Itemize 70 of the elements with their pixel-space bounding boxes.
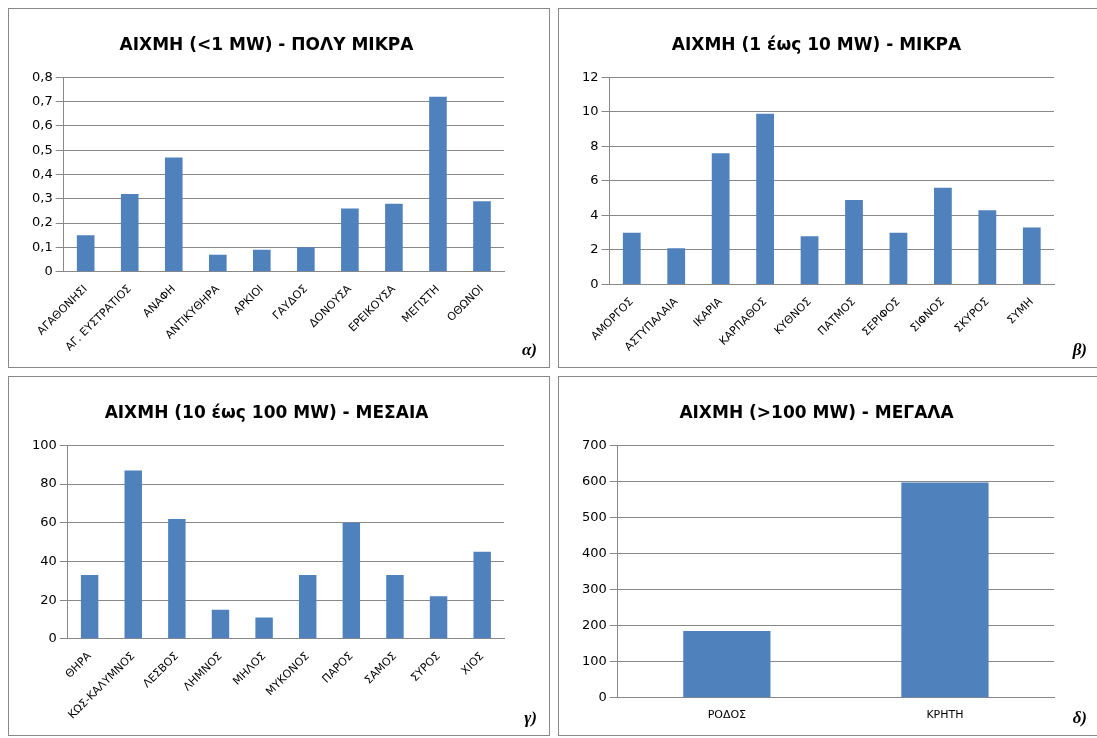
y-tick-label: 0,6 — [31, 117, 53, 133]
y-tick-label: 0 — [44, 263, 53, 279]
bar — [255, 617, 273, 639]
y-tick-label: 600 — [581, 472, 607, 488]
x-tick-label: ΚΡΗΤΗ — [926, 708, 964, 722]
bar — [298, 575, 317, 639]
bar — [711, 153, 730, 284]
bar — [756, 113, 774, 284]
y-tick-label: 0,8 — [31, 68, 53, 84]
bar — [164, 157, 183, 272]
y-tick-label: 500 — [581, 508, 607, 524]
y-tick-label: 4 — [590, 206, 599, 222]
y-tick-label: 0 — [598, 689, 607, 705]
y-tick-label: 0,7 — [31, 93, 53, 109]
chart-title: ΑΙΧΜΗ (1 έως 10 MW) - ΜΙΚΡΑ — [671, 33, 963, 54]
bar — [80, 575, 99, 639]
y-tick-label: 2 — [590, 241, 599, 257]
bar — [845, 199, 863, 284]
bar — [622, 232, 641, 284]
y-tick-label: 100 — [581, 653, 607, 669]
chart-title: ΑΙΧΜΗ (>100 MW) - ΜΕΓΑΛΑ — [679, 401, 955, 422]
bar — [386, 575, 404, 639]
y-tick-label: 700 — [581, 436, 607, 452]
bar — [1022, 227, 1041, 284]
chart-title: ΑΙΧΜΗ (<1 MW) - ΠΟΛΥ ΜΙΚΡΑ — [119, 33, 415, 54]
bar — [429, 96, 447, 272]
y-tick-label: 12 — [582, 68, 599, 84]
y-tick-label: 0,3 — [31, 190, 53, 206]
y-tick-label: 6 — [590, 172, 599, 188]
bar — [342, 522, 361, 639]
bar — [120, 193, 139, 272]
bar — [341, 208, 359, 272]
bar — [208, 254, 227, 272]
y-tick-label: 300 — [581, 581, 607, 596]
bar — [385, 203, 403, 272]
y-tick-label: 40 — [40, 552, 57, 568]
bar — [473, 201, 491, 272]
text: δ) — [1072, 707, 1087, 727]
y-tick-label: 10 — [582, 103, 599, 119]
text: γ) — [524, 707, 537, 727]
bar — [667, 248, 686, 284]
y-tick-label: 0,1 — [31, 238, 53, 254]
y-tick-label: 0,5 — [31, 141, 53, 157]
bar — [297, 247, 315, 272]
x-tick-label: ΡΟΔΟΣ — [707, 708, 747, 722]
bar — [934, 187, 952, 284]
bar — [253, 249, 271, 272]
y-tick-label: 60 — [40, 514, 57, 530]
bar — [800, 236, 819, 284]
y-tick-label: 200 — [581, 617, 607, 633]
text: α) — [521, 339, 537, 359]
text: β) — [1071, 339, 1087, 359]
bar — [429, 596, 448, 639]
y-tick-label: 8 — [590, 137, 599, 153]
chart-title: ΑΙΧΜΗ (10 έως 100 MW) - ΜΕΣΑΙΑ — [104, 401, 430, 422]
bar — [211, 609, 230, 639]
bar — [473, 551, 491, 639]
y-tick-label: 0 — [590, 275, 599, 291]
y-tick-label: 80 — [40, 475, 57, 491]
bar — [978, 210, 997, 284]
y-tick-label: 400 — [581, 544, 607, 560]
y-tick-label: 100 — [31, 436, 57, 452]
y-tick-label: 0,2 — [31, 214, 53, 230]
y-tick-label: 0,4 — [31, 165, 53, 181]
bar — [889, 232, 908, 284]
bar — [124, 470, 142, 639]
bar — [76, 235, 95, 272]
y-tick-label: 20 — [40, 591, 57, 607]
y-tick-label: 0 — [48, 630, 57, 646]
bar — [168, 518, 186, 639]
